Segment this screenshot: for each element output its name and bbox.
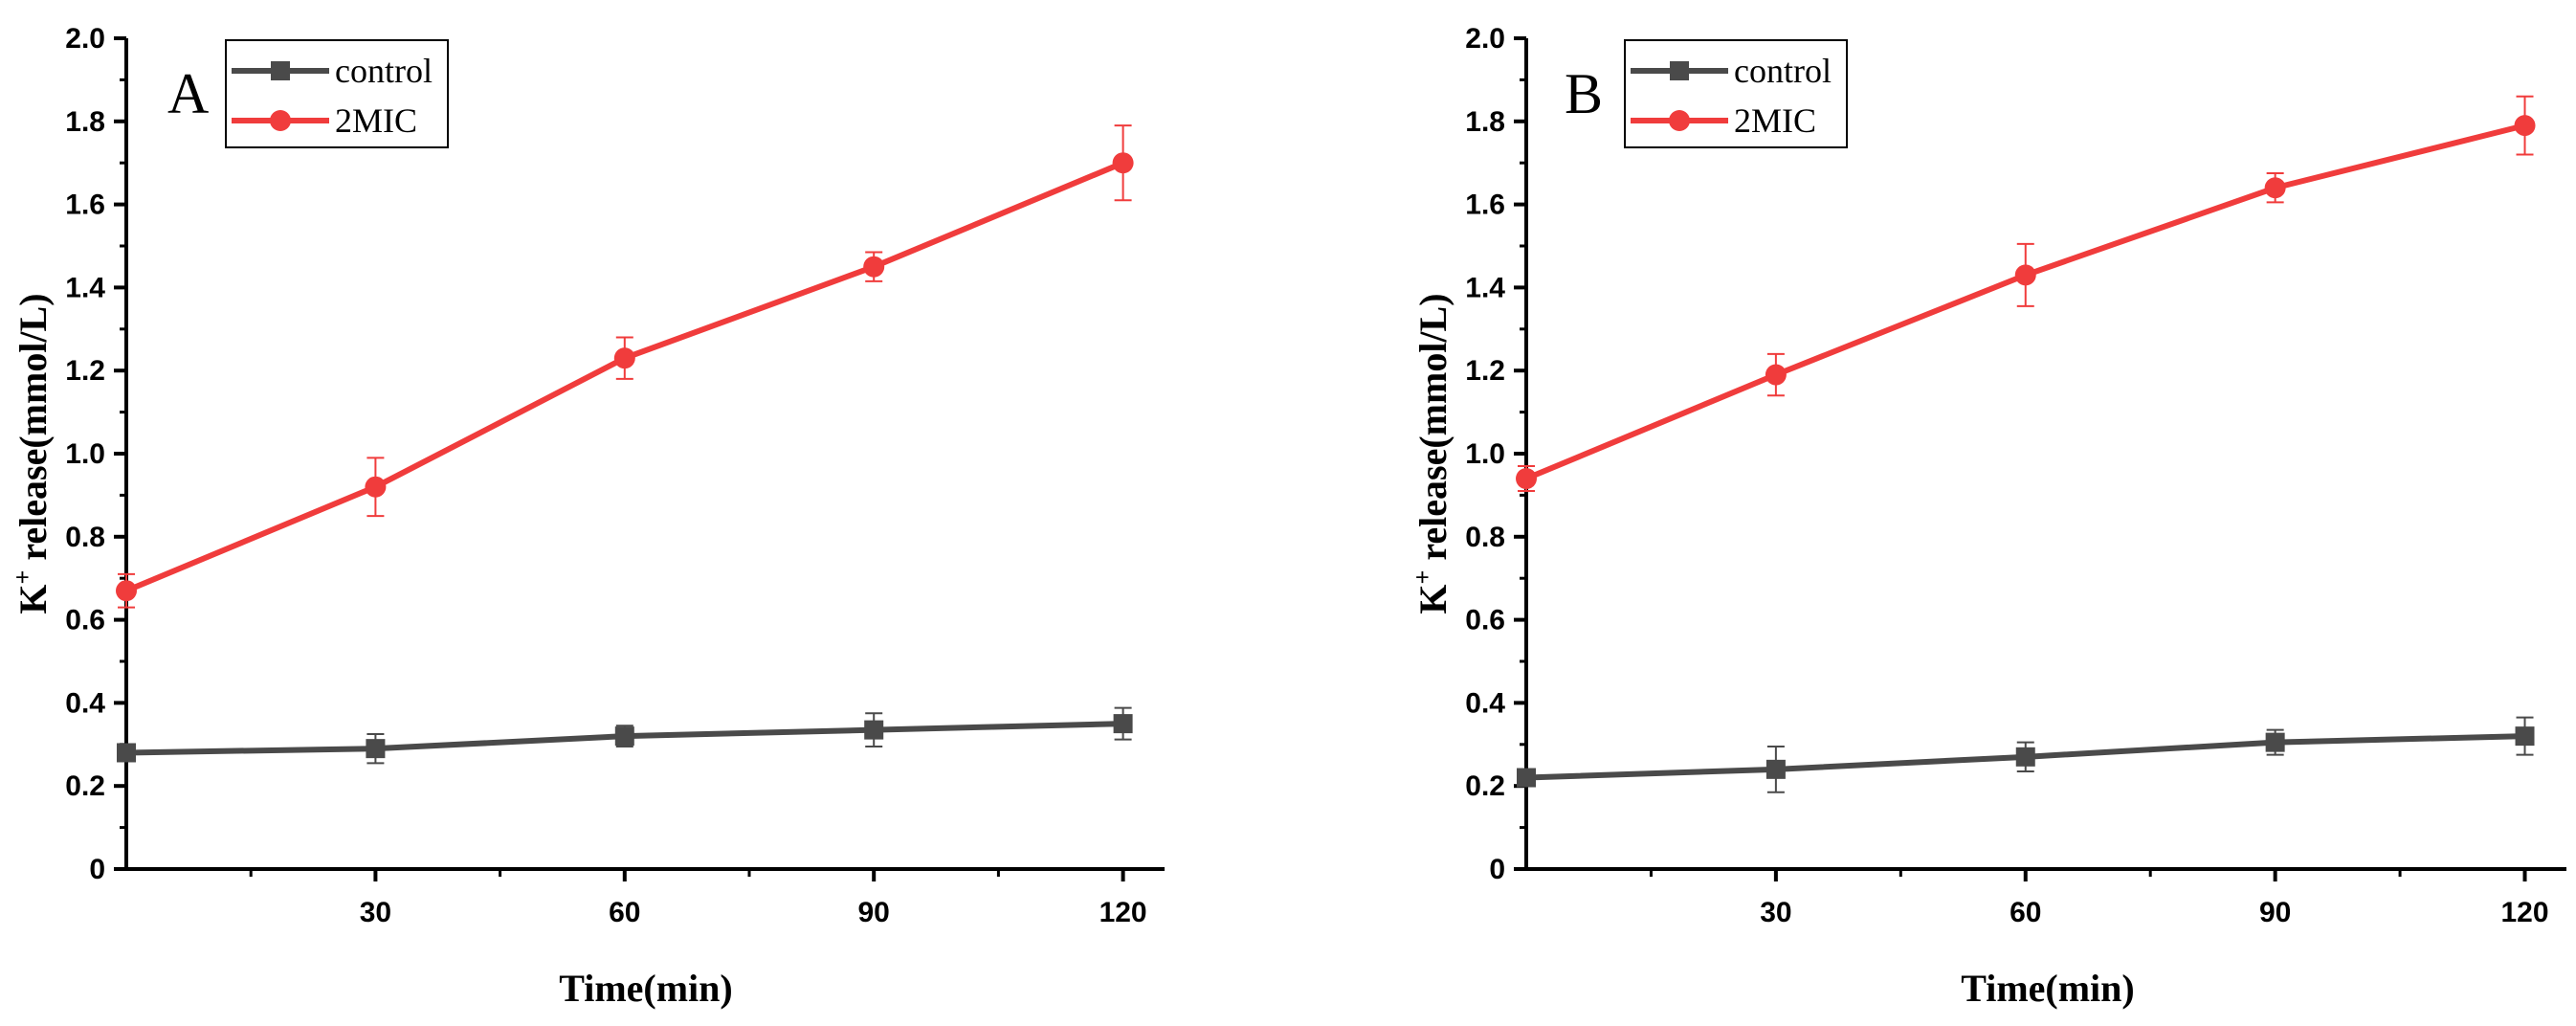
legend-box [225,39,449,148]
y-tick-label: 0.4 [65,687,105,719]
legend-marker [270,110,291,131]
data-point [2515,726,2535,747]
y-tick-label: 2.0 [65,23,105,55]
data-point [2265,732,2285,752]
data-point [1765,364,1787,386]
x-tick-label: 30 [360,897,391,928]
legend: control 2MIC [225,39,449,148]
data-point [2264,177,2286,199]
panel-label: A [167,62,209,125]
x-tick-label: 90 [2259,897,2291,928]
legend-marker [1670,61,1689,80]
y-tick-label: 0 [1489,854,1505,885]
y-tick-label: 2.0 [1465,23,1505,55]
y-axis-title: K+ release(mmol/L) [1409,293,1455,613]
x-tick-label: 120 [2500,897,2548,928]
y-tick-label: 0.6 [1465,605,1505,636]
y-tick-label: 1.6 [1465,190,1505,221]
data-point [365,476,387,498]
y-tick-label: 1.4 [1465,272,1505,303]
y-tick-label: 1.8 [1465,106,1505,138]
series-2mic [116,124,1134,609]
data-point [1112,152,1134,174]
panel-label: B [1565,62,1603,125]
data-point [613,347,635,369]
data-point [1517,768,1536,788]
x-tick-label: 30 [1760,897,1791,928]
data-point [614,726,634,747]
data-point [1516,468,1537,490]
data-point [366,739,386,759]
data-point [2015,747,2035,767]
series-control [117,706,1133,765]
data-point [864,720,884,740]
y-tick-label: 1.0 [1465,438,1505,470]
legend-marker [1669,110,1690,131]
y-tick-label: 1.8 [65,106,105,138]
data-point [2514,115,2536,137]
legend-label: control [1734,52,1832,90]
y-tick-label: 1.2 [65,355,105,387]
legend-label: control [335,52,433,90]
y-tick-label: 1.6 [65,190,105,221]
legend-label: 2MIC [1734,101,1816,140]
chart-panel-a: 0 0.2 0.4 0.6 0.8 1.0 1.2 1.4 1.6 1.8 2.0 30 60 90 120… [9,23,1165,1010]
y-tick-label: 0.6 [65,605,105,636]
x-tick-label: 60 [609,897,640,928]
y-axis-title: K+ release(mmol/L) [9,293,55,613]
y-tick-label: 1.2 [1465,355,1505,387]
chart-panel-b: 0 0.2 0.4 0.6 0.8 1.0 1.2 1.4 1.6 1.8 2.0 30 60 90 120… [1409,23,2566,1010]
y-tick-label: 0.2 [1465,770,1505,802]
y-tick-label: 0 [89,854,105,885]
data-point [863,256,885,278]
series-2mic [1516,95,2536,493]
legend-marker [271,61,290,80]
x-tick-label: 120 [1099,897,1147,928]
y-tick-label: 1.4 [65,272,105,303]
legend: control 2MIC [1624,39,1848,148]
x-axis-title: Time(min) [1961,967,2134,1010]
y-tick-label: 0.4 [1465,687,1505,719]
data-point [1765,759,1786,779]
data-point [116,580,137,602]
x-tick-label: 60 [2010,897,2041,928]
legend-box [1624,39,1848,148]
y-tick-label: 0.8 [1465,522,1505,553]
y-tick-label: 0.2 [65,770,105,802]
y-tick-label: 0.8 [65,522,105,553]
x-axis-title: Time(min) [559,967,732,1010]
data-point [2014,264,2036,286]
y-tick-label: 1.0 [65,438,105,470]
legend-label: 2MIC [335,101,417,140]
x-tick-label: 90 [858,897,890,928]
data-point [1113,714,1133,734]
data-point [117,743,136,763]
series-control [1517,716,2535,793]
